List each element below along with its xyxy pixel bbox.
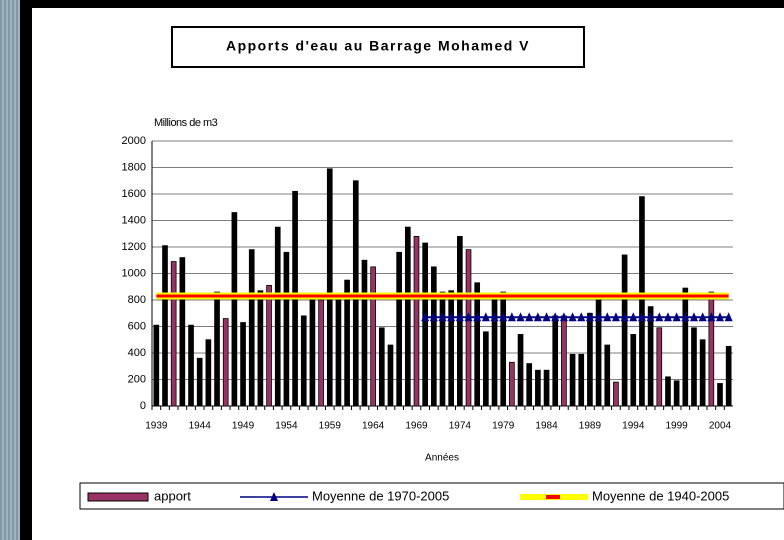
bar <box>666 377 671 406</box>
bar <box>319 300 324 406</box>
bar <box>301 316 306 406</box>
bar <box>414 236 419 406</box>
bar <box>258 291 263 406</box>
bar <box>631 334 636 406</box>
bar <box>553 316 558 406</box>
x-tick-label: 1969 <box>405 421 428 432</box>
bar <box>180 258 185 406</box>
y-tick-label: 0 <box>140 400 146 412</box>
y-tick-label: 1200 <box>122 241 146 253</box>
bar <box>648 307 653 406</box>
x-tick-label: 1989 <box>579 421 602 432</box>
y-tick-label: 800 <box>128 294 146 306</box>
y-axis-label: Millions de m3 <box>154 117 218 129</box>
bar <box>388 345 393 406</box>
bar <box>449 291 454 406</box>
bar <box>579 354 584 406</box>
bar <box>215 292 220 406</box>
x-tick-label: 1964 <box>362 421 385 432</box>
x-tick-label: 1979 <box>492 421 515 432</box>
y-tick-label: 200 <box>128 373 146 385</box>
bar <box>483 332 488 406</box>
y-tick-label: 1400 <box>122 214 146 226</box>
bar <box>189 325 194 406</box>
bar <box>223 319 228 406</box>
y-tick-label: 1600 <box>122 188 146 200</box>
bar <box>570 354 575 406</box>
bar <box>700 340 705 406</box>
bar <box>327 169 332 406</box>
x-tick-label: 1939 <box>145 421 168 432</box>
bar <box>466 250 471 406</box>
bar <box>561 316 566 406</box>
bar <box>718 383 723 406</box>
bar <box>535 370 540 406</box>
bar <box>709 292 714 406</box>
chart-title: Apports d'eau au Barrage Mohamed V <box>226 38 530 54</box>
x-tick-label: 1994 <box>622 421 645 432</box>
x-tick-label: 1999 <box>666 421 689 432</box>
bar <box>674 381 679 406</box>
bar <box>423 243 428 406</box>
legend-label: Moyenne de 1970-2005 <box>312 488 449 503</box>
bar <box>475 283 480 406</box>
legend-label: Moyenne de 1940-2005 <box>592 488 729 503</box>
bar <box>440 292 445 406</box>
x-tick-label: 1984 <box>535 421 558 432</box>
y-tick-label: 1000 <box>122 267 146 279</box>
bar <box>587 313 592 406</box>
bar <box>509 362 514 406</box>
page: Apports d'eau au Barrage Mohamed V Milli… <box>0 0 784 540</box>
x-tick-label: 1949 <box>232 421 255 432</box>
chart: Apports d'eau au Barrage Mohamed V Milli… <box>0 0 784 540</box>
bar <box>726 346 731 406</box>
bar <box>206 340 211 406</box>
bar <box>241 323 246 406</box>
bar <box>379 328 384 406</box>
bar <box>197 358 202 406</box>
bar <box>657 328 662 406</box>
bar <box>431 267 436 406</box>
bar <box>622 255 627 406</box>
bar <box>527 364 532 406</box>
bar <box>171 262 176 406</box>
bar <box>275 227 280 406</box>
bar <box>163 246 168 406</box>
bar <box>640 197 645 406</box>
x-tick-label: 1974 <box>449 421 472 432</box>
legend-swatch <box>88 493 148 501</box>
bar <box>232 213 237 406</box>
y-tick-label: 2000 <box>122 135 146 147</box>
bar <box>371 267 376 406</box>
x-tick-label: 1954 <box>275 421 298 432</box>
bar <box>284 252 289 406</box>
y-tick-label: 400 <box>128 347 146 359</box>
bar <box>249 250 254 406</box>
bar <box>683 288 688 406</box>
x-tick-label: 1944 <box>189 421 212 432</box>
bar <box>310 300 315 406</box>
bar <box>267 285 272 406</box>
bar <box>544 370 549 406</box>
bar <box>362 260 367 406</box>
bar <box>614 382 619 406</box>
bar <box>405 227 410 406</box>
bar <box>397 252 402 406</box>
bar <box>501 292 506 406</box>
x-tick-label: 1959 <box>319 421 342 432</box>
bar <box>154 325 159 406</box>
y-tick-label: 1800 <box>122 161 146 173</box>
x-tick-label: 2004 <box>709 421 732 432</box>
bar <box>336 300 341 406</box>
y-tick-label: 600 <box>128 320 146 332</box>
bar <box>518 334 523 406</box>
x-axis-label: Années <box>425 453 459 464</box>
bar <box>605 345 610 406</box>
legend-label: apport <box>154 488 191 503</box>
bar <box>692 328 697 406</box>
